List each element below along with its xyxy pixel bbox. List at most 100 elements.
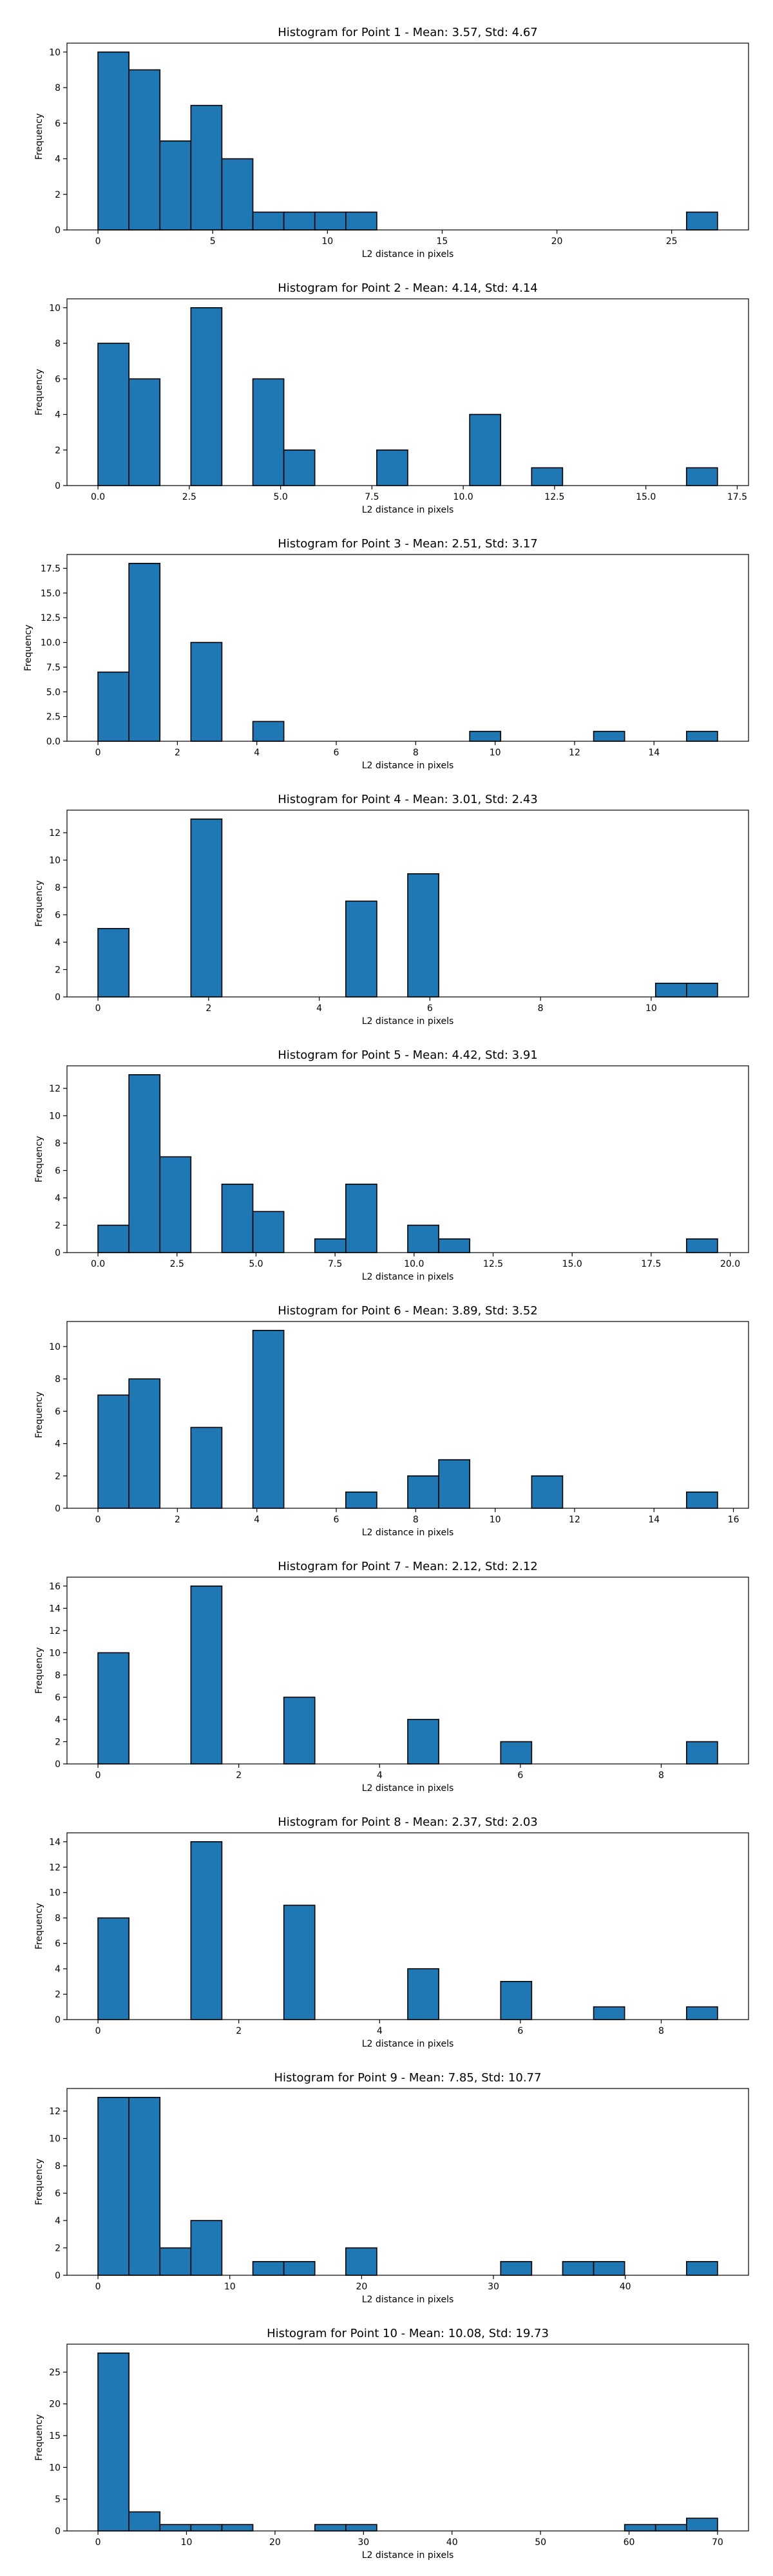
histogram-bar [438,1459,470,1509]
y-tick-label: 12.5 [41,613,61,623]
histogram-bar [97,343,129,486]
x-tick-label: 30 [358,2537,369,2548]
y-tick-label: 8 [55,83,61,93]
x-tick-label: 5 [210,236,216,247]
x-tick-label: 2 [236,2026,242,2036]
x-tick-label: 0 [95,1515,101,1525]
y-tick-label: 5.0 [46,687,61,697]
x-tick-label: 6 [427,1003,433,1014]
histogram-panel-10: Histogram for Point 10 - Mean: 10.08, St… [34,2327,749,2561]
x-tick-label: 2 [205,1003,211,1014]
chart-title: Histogram for Point 7 - Mean: 2.12, Std:… [278,1560,538,1573]
histogram-bar [686,211,718,231]
histogram-bar [562,2260,595,2276]
x-tick-label: 15.0 [636,492,656,502]
histogram-panel-6: Histogram for Point 6 - Mean: 3.89, Std:… [34,1304,749,1538]
y-tick-label: 6 [55,911,61,921]
x-tick-label: 4 [254,748,260,758]
histogram-bar [345,2247,377,2276]
y-tick-label: 4 [55,1964,61,1975]
y-tick-label: 12 [49,828,61,838]
histogram-bar [686,982,718,998]
y-tick-label: 20 [49,2400,61,2410]
histogram-bar [190,2220,223,2276]
chart-title: Histogram for Point 10 - Mean: 10.08, St… [267,2327,549,2340]
x-tick-label: 10.0 [404,1259,424,1269]
histogram-bar [97,671,129,742]
y-tick-label: 2 [55,1472,61,1482]
y-tick-label: 12 [49,1084,61,1094]
histogram-bar [190,641,223,742]
x-tick-label: 4 [377,1770,383,1781]
histogram-bar [97,1224,129,1253]
histogram-bar [283,1696,316,1765]
histogram-bar [252,378,285,486]
histogram-bar [159,2524,192,2532]
x-axis-label: L2 distance in pixels [362,249,454,260]
x-tick-label: 70 [712,2537,723,2548]
y-axis-label: Frequency [34,2159,44,2205]
chart-title: Histogram for Point 6 - Mean: 3.89, Std:… [278,1304,538,1318]
histogram-bar [531,1475,564,1509]
y-tick-label: 5 [55,2495,61,2505]
x-tick-label: 6 [517,2026,523,2036]
histogram-bar [345,1492,377,1509]
x-tick-label: 12 [569,1515,580,1525]
histogram-bar [190,1586,223,1765]
histogram-bar [686,1238,718,1253]
x-tick-label: 6 [334,748,339,758]
histogram-bar [345,1183,377,1253]
histogram-bar [128,1378,161,1509]
plot-frame [66,1065,749,1253]
y-tick-label: 4 [55,410,61,421]
histogram-bar [128,2511,161,2532]
y-axis-label: Frequency [34,1392,44,1438]
histogram-bar [654,982,687,998]
y-tick-label: 6 [55,1692,61,1703]
histogram-bar [314,2524,347,2532]
histogram-bar [97,2097,129,2276]
y-tick-label: 2 [55,1737,61,1747]
y-tick-label: 8 [55,1139,61,1149]
x-tick-label: 8 [538,1003,544,1014]
y-tick-label: 10 [49,2134,61,2145]
plot-frame [66,2088,749,2276]
histogram-bar [128,378,161,486]
x-tick-label: 4 [254,1515,260,1525]
x-tick-label: 20 [551,236,563,247]
x-tick-label: 10 [224,2282,236,2292]
chart-title: Histogram for Point 4 - Mean: 3.01, Std:… [278,793,538,806]
x-tick-label: 10 [181,2537,193,2548]
x-axis-label: L2 distance in pixels [362,761,454,771]
x-tick-label: 10.0 [453,492,473,502]
x-tick-label: 40 [620,2282,631,2292]
y-tick-label: 7.5 [46,663,61,673]
histogram-panel-7: Histogram for Point 7 - Mean: 2.12, Std:… [34,1560,749,1794]
y-tick-label: 0 [55,1248,61,1258]
x-tick-label: 10 [321,236,333,247]
histogram-bar [283,1904,316,2020]
histogram-bar [407,873,439,998]
x-tick-label: 10 [490,1515,501,1525]
x-tick-label: 2 [175,748,180,758]
histogram-bar [128,69,161,231]
y-tick-label: 4 [55,1193,61,1204]
y-tick-label: 2 [55,965,61,976]
histogram-bar [283,2260,316,2276]
y-axis-label: Frequency [23,625,33,671]
histogram-bar [97,2353,129,2532]
histogram-bar [159,1156,192,1253]
y-tick-label: 15 [49,2431,61,2441]
x-tick-label: 16 [728,1515,740,1525]
histogram-bar [500,1981,533,2020]
plot-frame [66,43,749,231]
y-tick-label: 10 [49,48,61,58]
x-tick-label: 2.5 [182,492,196,502]
y-tick-label: 6 [55,1406,61,1417]
x-axis-label: L2 distance in pixels [362,1016,454,1027]
x-tick-label: 8 [658,2026,664,2036]
y-tick-label: 12 [49,1626,61,1636]
y-tick-label: 10 [49,303,61,314]
histogram-bar [252,2260,285,2276]
